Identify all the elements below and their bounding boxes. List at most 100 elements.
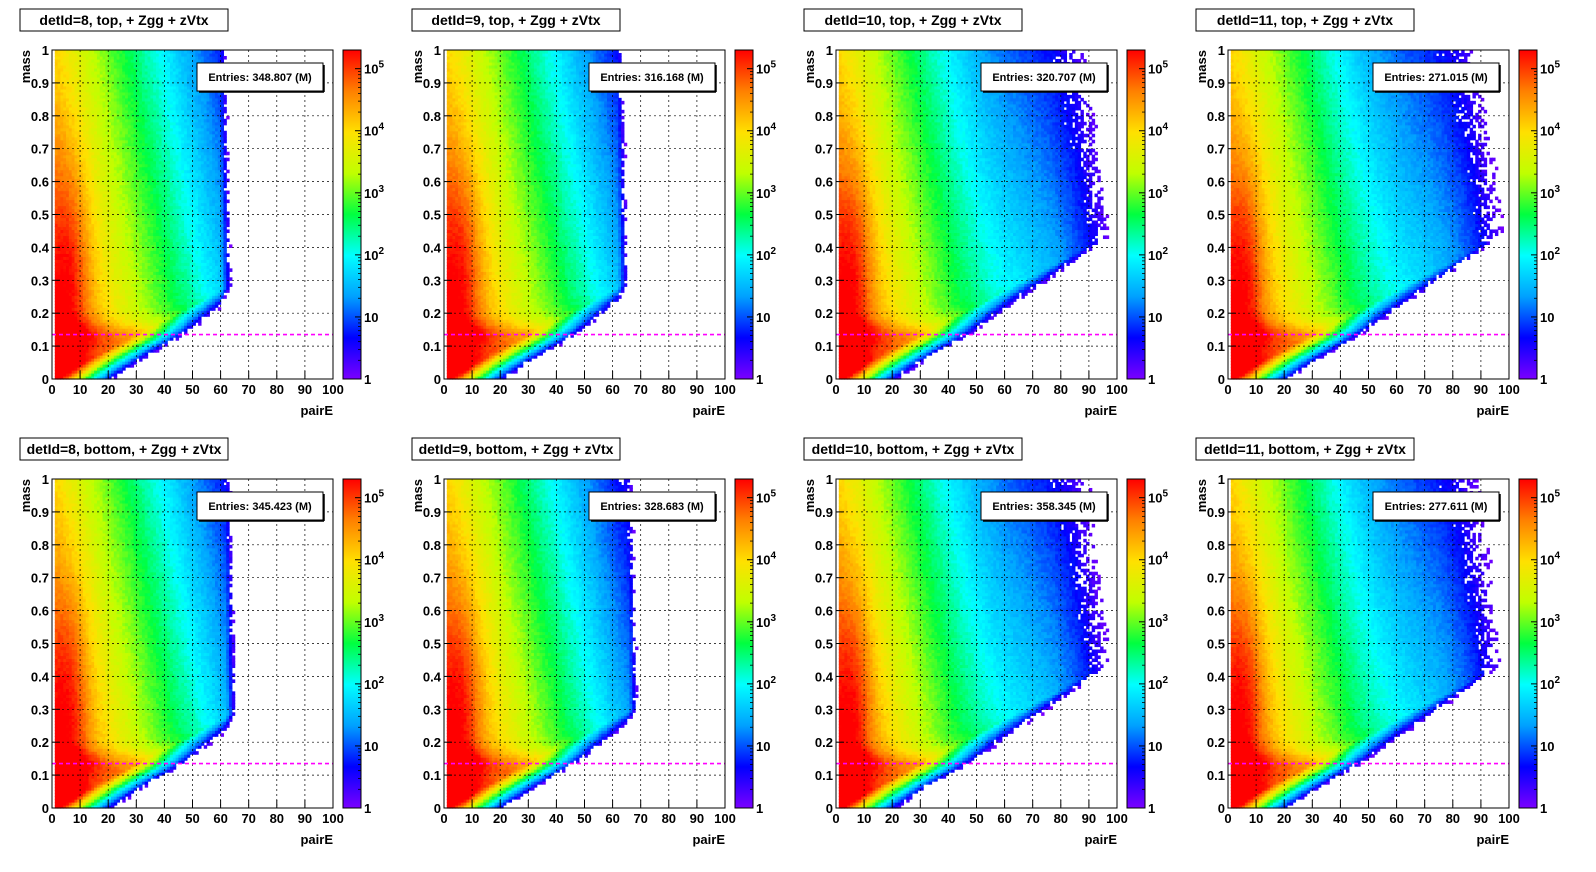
y-tick-label: 0.4 <box>31 240 50 255</box>
entries-text: Entries: 316.168 (M) <box>600 72 704 84</box>
y-tick-label: 0.8 <box>1207 538 1225 553</box>
y-axis-label: mass <box>18 50 33 83</box>
x-tick-label: 100 <box>714 811 736 826</box>
stats-box: Entries: 316.168 (M) <box>589 63 716 92</box>
x-tick-label: 90 <box>690 382 704 397</box>
y-tick-label: 0.7 <box>1207 142 1225 157</box>
x-tick-label: 60 <box>1389 811 1403 826</box>
x-tick-label: 50 <box>1361 811 1375 826</box>
y-axis-label: mass <box>1194 50 1209 83</box>
x-tick-label: 60 <box>213 382 227 397</box>
z-tick-label: 104 <box>1148 551 1168 568</box>
y-tick-label: 0.1 <box>31 768 49 783</box>
y-tick-label: 0 <box>42 801 49 816</box>
x-tick-label: 50 <box>577 811 591 826</box>
z-tick-label: 103 <box>364 613 384 630</box>
y-axis-label: mass <box>802 50 817 83</box>
x-tick-label: 100 <box>1106 382 1128 397</box>
x-axis-label: pairE <box>692 403 725 418</box>
panel-title: detId=10, top, + Zgg + zVtx <box>804 9 1022 31</box>
x-tick-label: 40 <box>157 811 171 826</box>
x-tick-label: 30 <box>521 811 535 826</box>
y-axis-label: mass <box>802 479 817 512</box>
y-tick-label: 0.3 <box>1207 702 1225 717</box>
z-tick-label: 1 <box>364 801 371 816</box>
y-tick-label: 0.9 <box>423 505 441 520</box>
x-tick-label: 60 <box>213 811 227 826</box>
y-tick-label: 0.2 <box>423 306 441 321</box>
y-tick-label: 0.1 <box>1207 339 1225 354</box>
x-tick-label: 90 <box>1082 382 1096 397</box>
y-tick-label: 0 <box>42 372 49 387</box>
x-axis-label: pairE <box>1084 403 1117 418</box>
z-tick-label: 103 <box>1540 184 1560 201</box>
y-tick-label: 1 <box>42 43 49 58</box>
x-tick-label: 50 <box>1361 382 1375 397</box>
stats-box: Entries: 320.707 (M) <box>981 63 1108 92</box>
x-tick-label: 100 <box>1106 811 1128 826</box>
y-axis-label: mass <box>18 479 33 512</box>
y-tick-label: 0.6 <box>31 604 49 619</box>
x-tick-label: 10 <box>857 382 871 397</box>
x-tick-label: 40 <box>1333 811 1347 826</box>
panel-title: detId=11, bottom, + Zgg + zVtx <box>1196 438 1414 460</box>
y-tick-label: 0.7 <box>815 571 833 586</box>
x-axis-label: pairE <box>1476 403 1509 418</box>
x-axis-label: pairE <box>692 832 725 847</box>
x-tick-label: 60 <box>997 382 1011 397</box>
x-tick-label: 100 <box>1498 382 1520 397</box>
x-tick-label: 20 <box>493 811 507 826</box>
y-tick-label: 0.4 <box>31 669 50 684</box>
x-tick-label: 40 <box>549 382 563 397</box>
x-tick-label: 10 <box>1249 382 1263 397</box>
y-tick-label: 0.5 <box>1207 637 1225 652</box>
y-tick-label: 0.2 <box>31 735 49 750</box>
z-tick-label: 102 <box>1540 675 1560 692</box>
z-tick-label: 104 <box>1148 122 1168 139</box>
x-axis-label: pairE <box>300 403 333 418</box>
panel-title-text: detId=9, bottom, + Zgg + zVtx <box>419 441 614 457</box>
y-tick-label: 0.2 <box>815 735 833 750</box>
panel-title: detId=11, top, + Zgg + zVtx <box>1196 9 1414 31</box>
panel-title-text: detId=11, bottom, + Zgg + zVtx <box>1204 441 1406 457</box>
x-tick-label: 0 <box>48 811 55 826</box>
entries-text: Entries: 277.611 (M) <box>1385 501 1488 513</box>
x-tick-label: 10 <box>73 382 87 397</box>
z-tick-label: 104 <box>756 122 776 139</box>
x-tick-label: 80 <box>662 382 676 397</box>
y-tick-label: 0.8 <box>31 109 49 124</box>
x-tick-label: 70 <box>633 382 647 397</box>
z-tick-label: 1 <box>1540 372 1547 387</box>
z-tick-label: 103 <box>756 613 776 630</box>
panel-title-text: detId=8, bottom, + Zgg + zVtx <box>27 441 222 457</box>
z-tick-label: 102 <box>756 246 776 263</box>
y-tick-label: 0.9 <box>1207 76 1225 91</box>
y-tick-label: 0.2 <box>31 306 49 321</box>
panel-title-text: detId=8, top, + Zgg + zVtx <box>39 12 208 28</box>
y-tick-label: 0.7 <box>815 142 833 157</box>
x-tick-label: 80 <box>270 811 284 826</box>
x-tick-label: 100 <box>714 382 736 397</box>
y-tick-label: 0.4 <box>815 240 834 255</box>
z-tick-label: 10 <box>1148 739 1162 754</box>
z-tick-label: 102 <box>1148 675 1168 692</box>
y-tick-label: 0 <box>434 801 441 816</box>
y-tick-label: 0.4 <box>815 669 834 684</box>
x-tick-label: 50 <box>969 382 983 397</box>
y-tick-label: 0.1 <box>423 768 441 783</box>
z-tick-label: 1 <box>1148 801 1155 816</box>
x-tick-label: 50 <box>185 811 199 826</box>
z-tick-label: 103 <box>1148 184 1168 201</box>
x-tick-label: 90 <box>1082 811 1096 826</box>
y-tick-label: 0.3 <box>31 702 49 717</box>
x-tick-label: 0 <box>832 382 839 397</box>
z-tick-label: 1 <box>756 801 763 816</box>
panel-title-text: detId=10, top, + Zgg + zVtx <box>825 12 1002 28</box>
z-tick-label: 10 <box>1540 310 1554 325</box>
